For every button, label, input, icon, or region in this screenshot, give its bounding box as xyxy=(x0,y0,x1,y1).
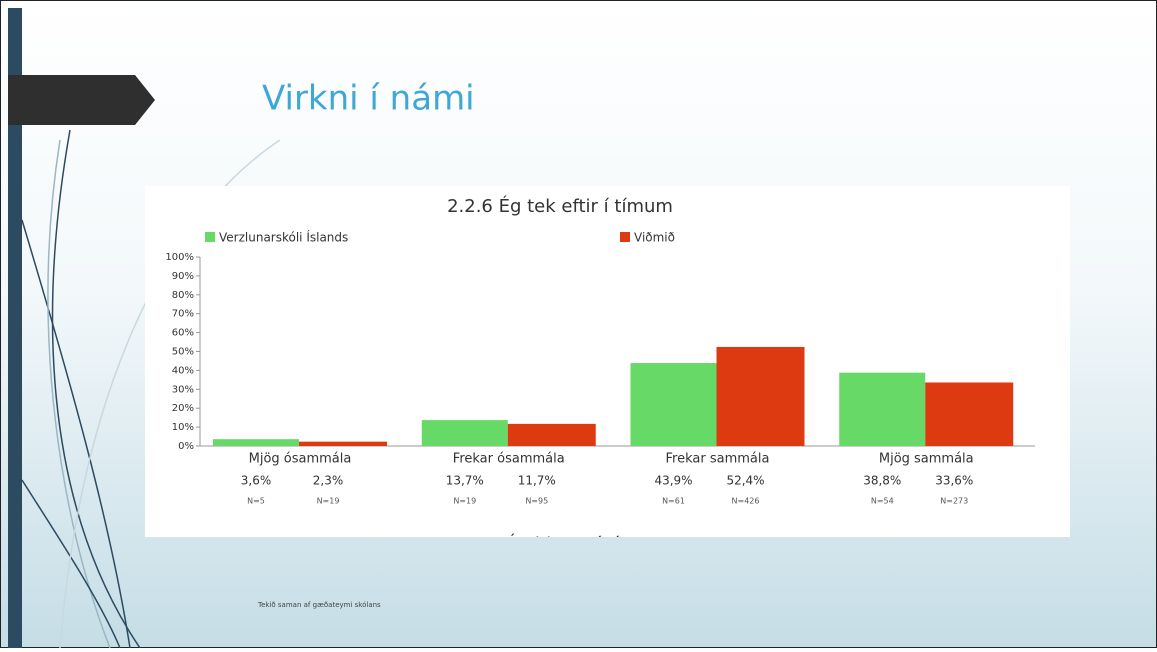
clip: 2.2.7 Ég hlusta í tímum xyxy=(455,533,665,555)
title-arrow xyxy=(8,75,155,125)
n-label: N=5 xyxy=(247,497,265,506)
y-tick-label: 90% xyxy=(172,271,194,282)
y-tick-label: 50% xyxy=(172,347,194,358)
bar xyxy=(299,441,387,446)
y-tick-label: 70% xyxy=(172,309,194,320)
y-tick-label: 10% xyxy=(172,422,194,433)
bar xyxy=(630,363,717,446)
bar xyxy=(213,439,299,446)
x-tick-label: Frekar ósammála xyxy=(453,452,565,467)
legend-label: Viðmið xyxy=(634,231,675,245)
value-label: 43,9% xyxy=(654,474,692,488)
bar xyxy=(421,420,508,446)
n-label: N=54 xyxy=(871,497,894,506)
y-tick-label: 80% xyxy=(172,290,194,301)
n-label: N=426 xyxy=(732,497,760,506)
value-label: 33,6% xyxy=(935,474,973,488)
legend-swatch xyxy=(205,232,215,242)
x-tick-label: Mjög sammála xyxy=(879,452,974,467)
n-label: N=19 xyxy=(317,497,340,506)
value-label: 2,3% xyxy=(313,474,344,488)
value-label: 3,6% xyxy=(241,474,272,488)
slide-title: Virkni í námi xyxy=(262,79,475,119)
footer: Tekið saman af gæðateymi skólans xyxy=(257,601,381,609)
value-label: 38,8% xyxy=(863,474,901,488)
value-label: 11,7% xyxy=(518,474,556,488)
value-label: 52,4% xyxy=(726,474,764,488)
bar xyxy=(925,382,1014,446)
bar xyxy=(839,372,926,446)
n-label: N=19 xyxy=(453,497,476,506)
n-label: N=61 xyxy=(662,497,685,506)
x-tick-label: Mjög ósammála xyxy=(249,452,352,467)
side-bar xyxy=(8,8,22,648)
y-tick-label: 40% xyxy=(172,365,194,376)
bar xyxy=(507,423,596,446)
y-tick-label: 30% xyxy=(172,384,194,395)
x-tick-label: Frekar sammála xyxy=(666,452,770,467)
chart-box xyxy=(145,186,1070,537)
y-tick-label: 0% xyxy=(178,441,194,452)
bar xyxy=(716,346,805,446)
chart-title: 2.2.6 Ég tek eftir í tímum xyxy=(447,195,673,217)
legend-label: Verzlunarskóli Íslands xyxy=(219,230,348,245)
decor-lines xyxy=(21,129,281,649)
y-tick-label: 20% xyxy=(172,403,194,414)
y-tick-label: 60% xyxy=(172,328,194,339)
n-label: N=95 xyxy=(525,497,548,506)
value-label: 13,7% xyxy=(446,474,484,488)
y-tick-label: 100% xyxy=(165,252,194,263)
n-label: N=273 xyxy=(940,497,968,506)
legend-swatch xyxy=(620,232,630,242)
next-heading: 2.2.7 Ég hlusta í tímum xyxy=(455,533,665,555)
